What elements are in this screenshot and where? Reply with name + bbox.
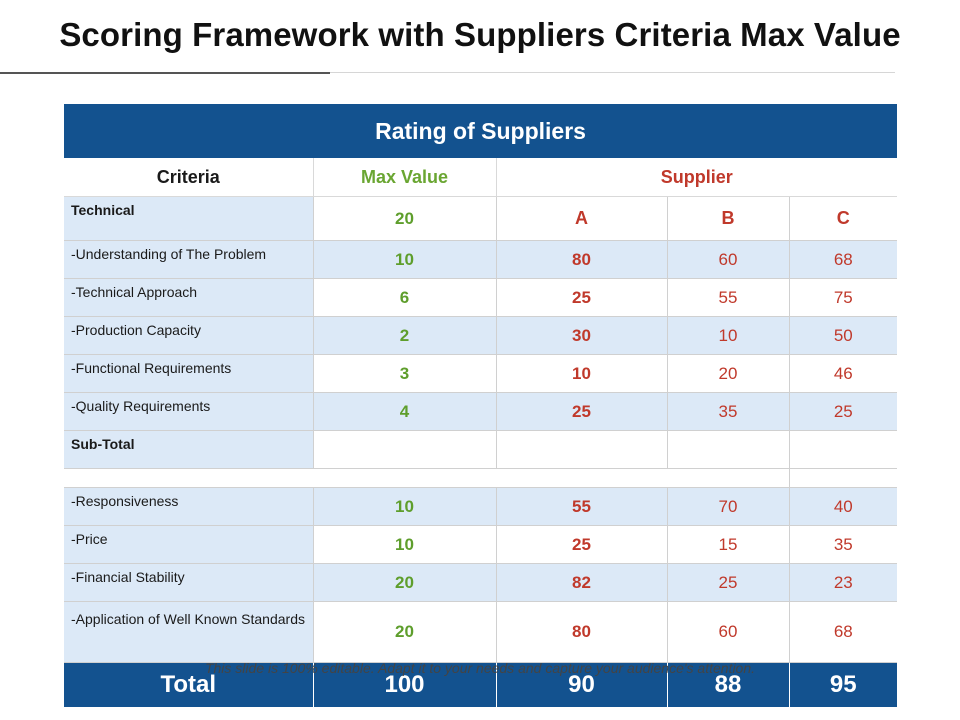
table-banner-row: Rating of Suppliers (64, 104, 898, 158)
row-label: Sub-Total (64, 430, 314, 469)
spacer-cell (64, 468, 790, 488)
supplier-c-cell: 40 (789, 487, 898, 526)
row-label: -Financial Stability (64, 563, 314, 602)
supplier-rating-table: Rating of Suppliers Criteria Max Value S… (64, 104, 898, 707)
supplier-c-cell: 35 (789, 525, 898, 564)
max-value-cell: 6 (313, 278, 497, 317)
total-max-value: 100 (313, 662, 497, 707)
supplier-c-cell: 50 (789, 316, 898, 355)
supplier-c-cell (789, 430, 898, 469)
max-value-cell (313, 430, 497, 469)
row-label: -Technical Approach (64, 278, 314, 317)
supplier-b-cell: 25 (667, 563, 790, 602)
supplier-c-cell: 25 (789, 392, 898, 431)
row-label: -Quality Requirements (64, 392, 314, 431)
table-row-subtotal: Sub-Total (64, 430, 898, 469)
supplier-a-cell: 30 (496, 316, 668, 355)
table-row-technical: Technical 20 A B C (64, 196, 898, 241)
max-value-cell: 2 (313, 316, 497, 355)
table-total-row: Total 100 90 88 95 (64, 662, 898, 707)
supplier-a-cell: 25 (496, 278, 668, 317)
max-value-cell: 10 (313, 487, 497, 526)
supplier-a-cell (496, 430, 668, 469)
total-label: Total (64, 662, 314, 707)
supplier-b-cell (667, 430, 790, 469)
header-supplier: Supplier (496, 158, 898, 197)
supplier-c-cell: 46 (789, 354, 898, 393)
table-header-row: Criteria Max Value Supplier (64, 158, 898, 197)
max-value-cell: 4 (313, 392, 497, 431)
supplier-c-cell: 75 (789, 278, 898, 317)
title-divider (330, 72, 895, 73)
page-title: Scoring Framework with Suppliers Criteri… (59, 16, 901, 53)
supplier-c-cell: 68 (789, 601, 898, 663)
supplier-a-cell: 25 (496, 392, 668, 431)
supplier-b-cell: 55 (667, 278, 790, 317)
title-underline (0, 72, 330, 74)
supplier-a-cell: 25 (496, 525, 668, 564)
supplier-c-cell: 23 (789, 563, 898, 602)
supplier-a-cell: 80 (496, 240, 668, 279)
table-row: -Understanding of The Problem 10 80 60 6… (64, 240, 898, 279)
total-supplier-b: 88 (667, 662, 790, 707)
table-row: -Financial Stability 20 82 25 23 (64, 563, 898, 602)
row-label: -Application of Well Known Standards (64, 601, 314, 663)
supplier-a-cell: 80 (496, 601, 668, 663)
header-criteria: Criteria (64, 158, 314, 197)
max-value-cell: 20 (313, 196, 497, 241)
row-label: -Production Capacity (64, 316, 314, 355)
supplier-b-cell: 60 (667, 240, 790, 279)
total-supplier-c: 95 (789, 662, 898, 707)
supplier-a-header: A (496, 196, 668, 241)
max-value-cell: 10 (313, 525, 497, 564)
row-label: -Functional Requirements (64, 354, 314, 393)
supplier-a-cell: 10 (496, 354, 668, 393)
row-label: -Price (64, 525, 314, 564)
supplier-b-cell: 15 (667, 525, 790, 564)
total-supplier-a: 90 (496, 662, 668, 707)
row-label: -Understanding of The Problem (64, 240, 314, 279)
table-row: -Functional Requirements 3 10 20 46 (64, 354, 898, 393)
supplier-c-header: C (789, 196, 898, 241)
supplier-b-cell: 60 (667, 601, 790, 663)
supplier-a-cell: 55 (496, 487, 668, 526)
supplier-b-cell: 20 (667, 354, 790, 393)
row-label: Technical (64, 196, 314, 241)
row-label: -Responsiveness (64, 487, 314, 526)
table-row: -Application of Well Known Standards 20 … (64, 601, 898, 663)
table-row: -Price 10 25 15 35 (64, 525, 898, 564)
supplier-b-cell: 35 (667, 392, 790, 431)
max-value-cell: 10 (313, 240, 497, 279)
table-banner: Rating of Suppliers (64, 104, 898, 158)
supplier-b-cell: 70 (667, 487, 790, 526)
supplier-b-cell: 10 (667, 316, 790, 355)
max-value-cell: 20 (313, 563, 497, 602)
table-spacer-row (64, 468, 898, 488)
table-row: -Production Capacity 2 30 10 50 (64, 316, 898, 355)
supplier-a-cell: 82 (496, 563, 668, 602)
max-value-cell: 3 (313, 354, 497, 393)
max-value-cell: 20 (313, 601, 497, 663)
spacer-cell (789, 468, 898, 488)
supplier-c-cell: 68 (789, 240, 898, 279)
supplier-b-header: B (667, 196, 790, 241)
footnote: This slide is 100% editable. Adapt it to… (204, 660, 756, 676)
table-row: -Quality Requirements 4 25 35 25 (64, 392, 898, 431)
table-row: -Responsiveness 10 55 70 40 (64, 487, 898, 526)
table-row: -Technical Approach 6 25 55 75 (64, 278, 898, 317)
header-max-value: Max Value (313, 158, 497, 197)
